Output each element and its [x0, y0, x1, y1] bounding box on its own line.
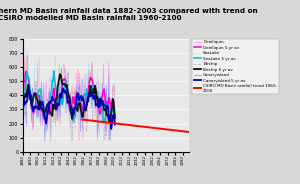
Text: Victorian and southern MD Basin rainfall data 1882-2003 compared with trend on
C: Victorian and southern MD Basin rainfall… [0, 8, 257, 21]
Legend: Deniliquin, Deniliquin 5 yr av, SeaLake, SeaLake 5 yr av, Birchip, Birchip 5 yr : Deniliquin, Deniliquin 5 yr av, SeaLake,… [192, 39, 279, 94]
